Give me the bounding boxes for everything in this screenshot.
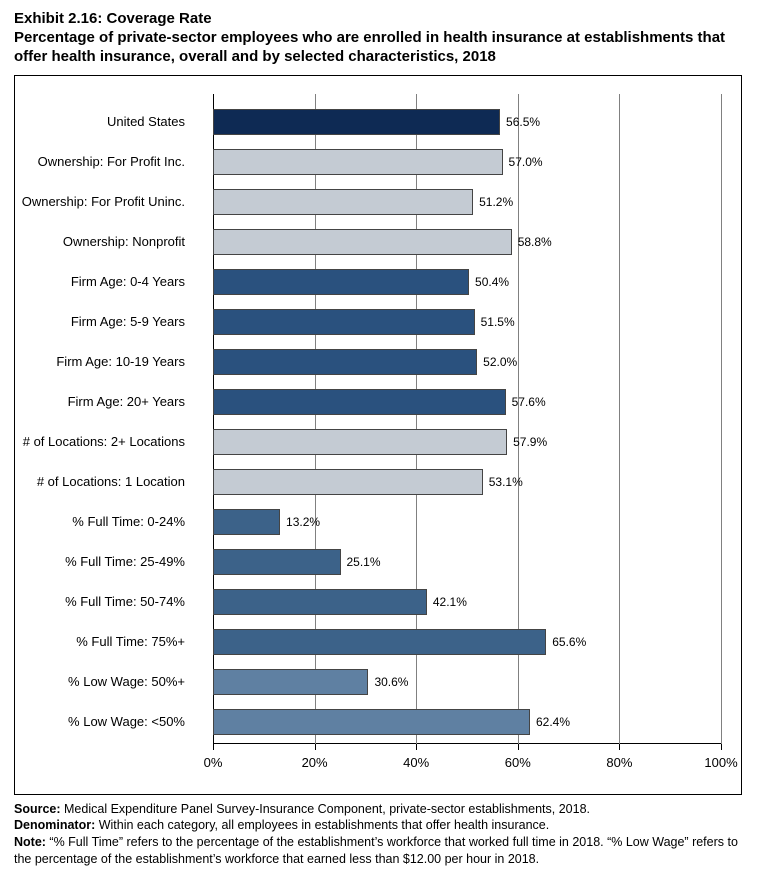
bar bbox=[213, 469, 483, 495]
category-label: % Full Time: 75%+ bbox=[0, 634, 185, 648]
value-label: 30.6% bbox=[374, 675, 408, 689]
bar bbox=[213, 269, 469, 295]
x-tick bbox=[721, 744, 722, 750]
x-tick-label: 60% bbox=[505, 755, 531, 770]
category-label: Firm Age: 0-4 Years bbox=[0, 274, 185, 288]
x-tick-label: 0% bbox=[204, 755, 223, 770]
page: Exhibit 2.16: Coverage Rate Percentage o… bbox=[0, 0, 758, 880]
source-text: Medical Expenditure Panel Survey-Insuran… bbox=[61, 802, 590, 816]
bar bbox=[213, 349, 477, 375]
value-label: 58.8% bbox=[518, 235, 552, 249]
value-label: 62.4% bbox=[536, 715, 570, 729]
value-label: 57.0% bbox=[509, 155, 543, 169]
x-tick bbox=[518, 744, 519, 750]
category-label: # of Locations: 1 Location bbox=[0, 474, 185, 488]
category-label: Ownership: Nonprofit bbox=[0, 234, 185, 248]
category-label: Firm Age: 5-9 Years bbox=[0, 314, 185, 328]
bar bbox=[213, 109, 500, 135]
category-label: Ownership: For Profit Inc. bbox=[0, 154, 185, 168]
note-text: “% Full Time” refers to the percentage o… bbox=[14, 835, 738, 866]
bar bbox=[213, 509, 280, 535]
x-tick bbox=[315, 744, 316, 750]
value-label: 65.6% bbox=[552, 635, 586, 649]
x-tick bbox=[619, 744, 620, 750]
value-label: 51.5% bbox=[481, 315, 515, 329]
chart-footer: Source: Medical Expenditure Panel Survey… bbox=[14, 801, 744, 869]
x-tick-label: 20% bbox=[302, 755, 328, 770]
x-tick bbox=[213, 744, 214, 750]
value-label: 51.2% bbox=[479, 195, 513, 209]
bar bbox=[213, 629, 546, 655]
bar bbox=[213, 229, 512, 255]
value-label: 56.5% bbox=[506, 115, 540, 129]
note-label: Note: bbox=[14, 835, 46, 849]
bar bbox=[213, 189, 473, 215]
gridline bbox=[721, 94, 722, 744]
source-line: Source: Medical Expenditure Panel Survey… bbox=[14, 801, 744, 818]
bar bbox=[213, 389, 506, 415]
value-label: 53.1% bbox=[489, 475, 523, 489]
bar bbox=[213, 669, 368, 695]
source-label: Source: bbox=[14, 802, 61, 816]
value-label: 52.0% bbox=[483, 355, 517, 369]
bar bbox=[213, 429, 507, 455]
denominator-label: Denominator: bbox=[14, 818, 95, 832]
bar bbox=[213, 309, 475, 335]
category-label: % Low Wage: <50% bbox=[0, 714, 185, 728]
category-label: United States bbox=[0, 114, 185, 128]
chart-container: 0%20%40%60%80%100%United States56.5%Owne… bbox=[14, 75, 742, 795]
category-label: Firm Age: 10-19 Years bbox=[0, 354, 185, 368]
plot-area: 0%20%40%60%80%100%United States56.5%Owne… bbox=[213, 94, 721, 744]
exhibit-title: Exhibit 2.16: Coverage Rate bbox=[14, 10, 744, 27]
x-tick-label: 80% bbox=[606, 755, 632, 770]
note-line: Note: “% Full Time” refers to the percen… bbox=[14, 834, 744, 868]
x-tick-label: 40% bbox=[403, 755, 429, 770]
bar bbox=[213, 709, 530, 735]
category-label: % Full Time: 0-24% bbox=[0, 514, 185, 528]
value-label: 13.2% bbox=[286, 515, 320, 529]
category-label: # of Locations: 2+ Locations bbox=[0, 434, 185, 448]
gridline bbox=[619, 94, 620, 744]
denominator-line: Denominator: Within each category, all e… bbox=[14, 817, 744, 834]
bar bbox=[213, 589, 427, 615]
category-label: % Low Wage: 50%+ bbox=[0, 674, 185, 688]
bar bbox=[213, 549, 341, 575]
category-label: Firm Age: 20+ Years bbox=[0, 394, 185, 408]
x-tick-label: 100% bbox=[704, 755, 737, 770]
value-label: 57.6% bbox=[512, 395, 546, 409]
value-label: 25.1% bbox=[347, 555, 381, 569]
exhibit-subtitle: Percentage of private-sector employees w… bbox=[14, 29, 744, 67]
category-label: % Full Time: 50-74% bbox=[0, 594, 185, 608]
value-label: 42.1% bbox=[433, 595, 467, 609]
value-label: 50.4% bbox=[475, 275, 509, 289]
x-axis bbox=[213, 743, 721, 744]
category-label: % Full Time: 25-49% bbox=[0, 554, 185, 568]
denominator-text: Within each category, all employees in e… bbox=[95, 818, 549, 832]
value-label: 57.9% bbox=[513, 435, 547, 449]
bar bbox=[213, 149, 503, 175]
x-tick bbox=[416, 744, 417, 750]
category-label: Ownership: For Profit Uninc. bbox=[0, 194, 185, 208]
